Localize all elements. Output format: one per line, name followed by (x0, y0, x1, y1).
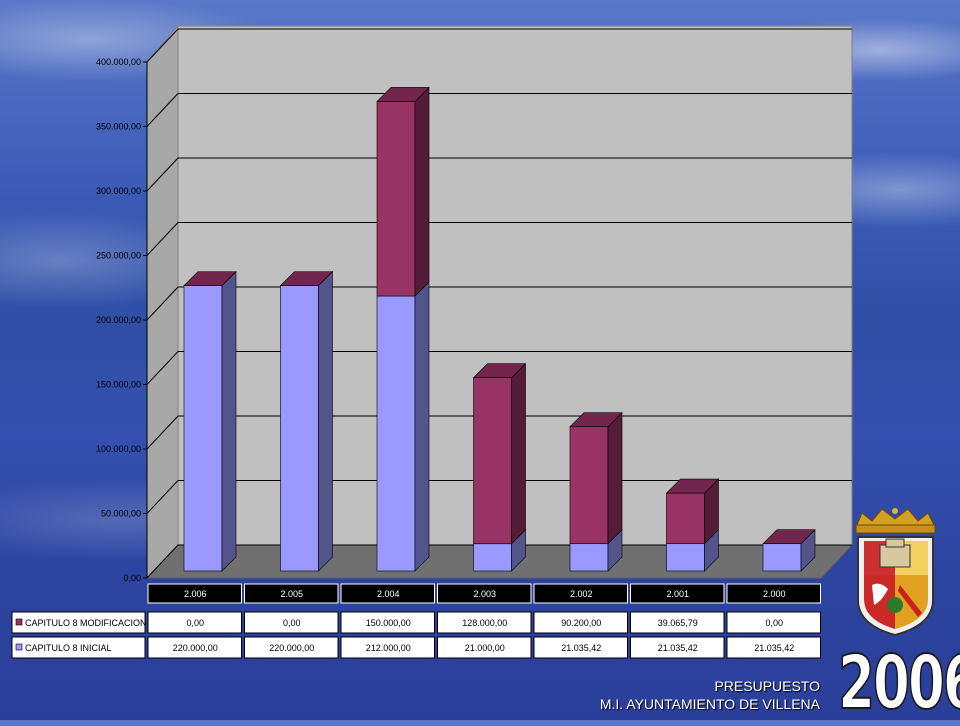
table-header-cell (147, 583, 242, 604)
bar-top (665, 478, 720, 494)
table-cell (437, 636, 532, 659)
gridline-side (146, 222, 179, 256)
bar-side (414, 86, 430, 297)
table-header-cell (340, 583, 435, 604)
gridline-side (146, 415, 179, 450)
bar-side (221, 270, 237, 572)
table-cell-value: 21.035,42 (754, 643, 794, 653)
table-cell (533, 611, 628, 634)
table-header-label: 2.006 (184, 589, 207, 599)
table-cell-value: 212.000,00 (366, 643, 411, 653)
bar-top (569, 412, 623, 428)
table-cell-value: 220.000,00 (173, 643, 218, 653)
table-cell (244, 611, 339, 634)
table-header-cell (533, 583, 628, 604)
bar-inicial (376, 295, 416, 572)
bar-modificacion (376, 101, 416, 297)
gridline-side (146, 544, 179, 579)
legend-label: CAPITULO 8 MODIFICACION (25, 618, 147, 628)
bar-top (183, 271, 237, 286)
y-tick-label: 350.000,00 (96, 122, 141, 132)
legend-cell (11, 611, 146, 634)
table-header-label: 2.002 (570, 589, 593, 599)
table-cell-value: 0,00 (283, 618, 301, 628)
bar-top (279, 271, 334, 286)
legend-key (15, 618, 23, 626)
gridline-side (146, 286, 179, 321)
table-header-cell (437, 583, 532, 604)
y-tick-label: 200.000,00 (96, 315, 141, 325)
table-header-label: 2.001 (666, 589, 689, 599)
footer-line-1: PRESUPUESTO (714, 678, 820, 694)
table-cell (726, 636, 821, 659)
bar-inicial (473, 543, 512, 572)
gridline-side (146, 351, 179, 385)
table-cell (340, 636, 435, 659)
bar-modificacion (569, 426, 609, 545)
gridline-side (146, 480, 179, 514)
y-tick-label: 300.000,00 (96, 186, 141, 196)
table-header-label: 2.004 (377, 589, 400, 599)
footer: PRESUPUESTO M.I. AYUNTAMIENTO DE VILLENA (600, 677, 820, 713)
bar-top (762, 529, 816, 545)
table-header-cell (726, 583, 821, 604)
table-header-label: 2.000 (763, 589, 786, 599)
legend-cell (11, 636, 146, 659)
chart-side-wall (146, 24, 179, 580)
bar-side (511, 363, 526, 545)
year-label: 2006 (837, 639, 960, 726)
table-cell (147, 611, 242, 634)
table-cell (147, 636, 242, 659)
table-header-cell (630, 583, 725, 604)
bar-inicial (183, 285, 223, 572)
legend-label: CAPITULO 8 INICIAL (25, 643, 112, 653)
coat-of-arms-icon (855, 508, 936, 637)
bar-side (318, 270, 333, 572)
y-tick-label: 400.000,00 (96, 57, 141, 67)
table-cell-value: 21.035,42 (658, 643, 698, 653)
gridline-side (146, 157, 179, 192)
y-tick-label: 100.000,00 (96, 444, 141, 454)
bar-side (607, 411, 623, 545)
y-tick-label: 50.000,00 (101, 509, 141, 519)
table-header-label: 2.005 (280, 589, 303, 599)
table-header-label: 2.003 (473, 589, 496, 599)
gridline-side (146, 93, 179, 127)
bar-side (414, 281, 430, 572)
table-cell-value: 21.035,42 (561, 643, 601, 653)
table-cell (437, 611, 532, 634)
legend-key (15, 643, 23, 651)
y-tick-label: 0,00 (123, 573, 141, 583)
bar-top (376, 87, 430, 102)
bar-modificacion (666, 492, 705, 545)
table-cell-value: 0,00 (765, 618, 783, 628)
table-cell-value: 21.000,00 (465, 643, 505, 653)
table-cell-value: 0,00 (186, 618, 204, 628)
table-cell (340, 611, 435, 634)
y-tick-label: 150.000,00 (96, 380, 141, 390)
table-cell-value: 150.000,00 (366, 618, 411, 628)
y-tick-label: 250.000,00 (96, 251, 141, 261)
table-cell-value: 128.000,00 (462, 618, 507, 628)
table-header-cell (244, 583, 339, 604)
table-cell (244, 636, 339, 659)
bar-top (472, 363, 527, 379)
table-cell (630, 636, 725, 659)
bar-inicial (762, 543, 802, 572)
footer-line-2: M.I. AYUNTAMIENTO DE VILLENA (599, 696, 820, 712)
table-cell-value: 39.065,79 (658, 618, 698, 628)
table-cell (533, 636, 628, 659)
table-cell-value: 220.000,00 (269, 643, 314, 653)
gridline-side (146, 28, 179, 63)
bar-inicial (666, 543, 705, 572)
table-cell (726, 611, 821, 634)
bar-inicial (280, 285, 319, 572)
table-cell (630, 611, 725, 634)
bar-modificacion (473, 377, 512, 545)
bar-inicial (569, 543, 609, 572)
table-cell-value: 90.200,00 (561, 618, 601, 628)
